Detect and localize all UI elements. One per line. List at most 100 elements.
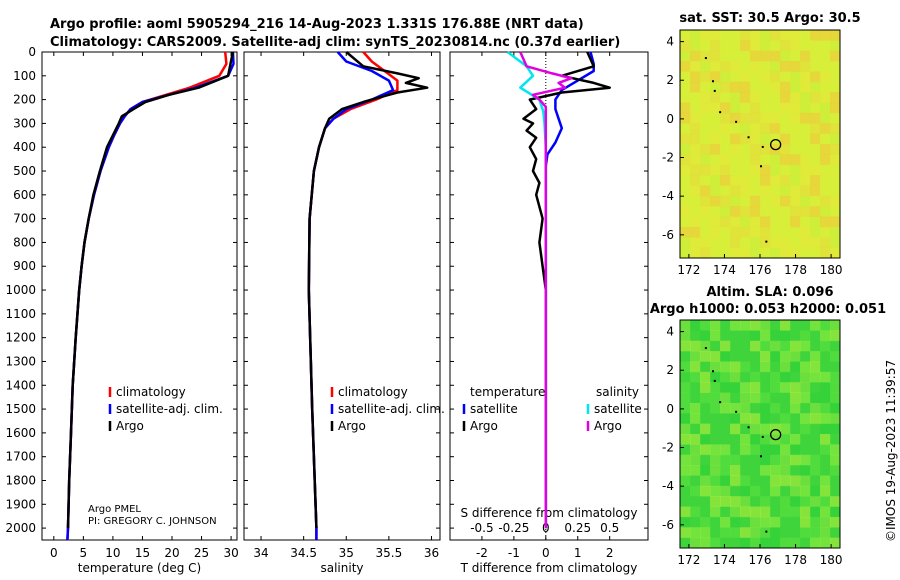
map-cell [780,340,791,352]
map-cell [720,340,731,352]
map-cell [770,506,781,518]
map-cell [770,330,781,342]
map-cell [790,237,801,249]
map-cell [780,465,791,476]
map-cell [820,206,831,218]
map-cell [810,537,821,549]
x-tick-label: 34.5 [290,546,317,560]
map-cell [790,123,801,135]
map-cell [800,154,811,166]
map-cell [730,185,741,197]
map-cell [780,527,791,539]
map-cell [820,340,831,352]
map-cell [830,423,841,435]
map-cell [800,185,811,197]
map-cell [710,237,721,249]
map-cell [700,237,711,249]
map-cell [780,216,791,228]
map-cell [820,392,831,404]
map-cell [810,175,821,186]
y-tick-label: 800 [13,235,36,249]
map-cell [790,154,801,166]
x-tick-label: 34 [253,546,268,560]
y-tick-label: 200 [13,93,36,107]
map-cell [780,485,791,497]
map-cell [790,402,801,414]
map-cell [740,123,751,135]
map-cell [770,30,781,41]
y-tick-label: 400 [13,140,36,154]
map-cell [690,164,701,176]
map-cell [720,434,731,445]
map-cell [680,175,691,186]
map-cell [700,81,711,93]
map-cell [820,237,831,249]
map-cell [710,506,721,518]
map-cell [830,465,841,476]
map-cell [710,454,721,466]
map-cell [760,154,771,166]
map-cell [770,216,781,228]
map-cell [800,537,811,549]
map-cell [790,382,801,394]
map-cell [680,40,691,52]
map-cell [790,444,801,456]
map-cell [810,144,821,155]
map-cell [680,50,691,62]
map-cell [800,133,811,145]
y-tick-label: 1600 [5,426,36,440]
map-cell [760,382,771,394]
map-cell [820,506,831,518]
map-cell [810,40,821,52]
map-cell [790,164,801,176]
pi-note-line-1: Argo PMEL [88,504,141,515]
y-tick-label: 0 [28,45,36,59]
map-cell [690,216,701,228]
map-cell [780,496,791,508]
map-cell [710,164,721,176]
map-cell [740,402,751,414]
x-tick-label: 0 [542,546,550,560]
map-cell [750,206,761,218]
map-cell [820,371,831,383]
map-cell [800,50,811,62]
map-cell [760,454,771,466]
map-cell [710,465,721,476]
map-cell [800,216,811,228]
map-cell [800,413,811,425]
y-tick-label: 1100 [5,307,36,321]
map-cell [720,351,731,362]
map-cell [750,154,761,166]
island [761,145,764,148]
map-cell [740,361,751,373]
map-cell [790,330,801,342]
map-cell [690,402,701,414]
map-cell [800,320,811,331]
y-tick-label: 4 [666,325,674,339]
map-cell [790,175,801,186]
map-cell [820,92,831,104]
map-cell [750,330,761,342]
map-cell [740,454,751,466]
map-cell [690,444,701,456]
map-cell [780,413,791,425]
map-cell [760,123,771,135]
map-cell [800,226,811,238]
legend-header-temperature: temperature [470,385,545,399]
x-tick-label: 176 [749,263,772,277]
map-cell [790,195,801,207]
island [735,410,738,413]
map-cell [810,382,821,394]
map-cell [820,175,831,186]
map-cell [770,527,781,539]
map-cell [680,133,691,145]
map-cell [760,144,771,155]
map-cell [740,164,751,176]
map-cell [790,92,801,104]
map-cell [830,61,841,72]
legend-label: Argo [470,419,498,433]
map-cell [730,102,741,114]
map-cell [830,81,841,93]
map-cell [760,133,771,145]
map-cell [770,102,781,114]
